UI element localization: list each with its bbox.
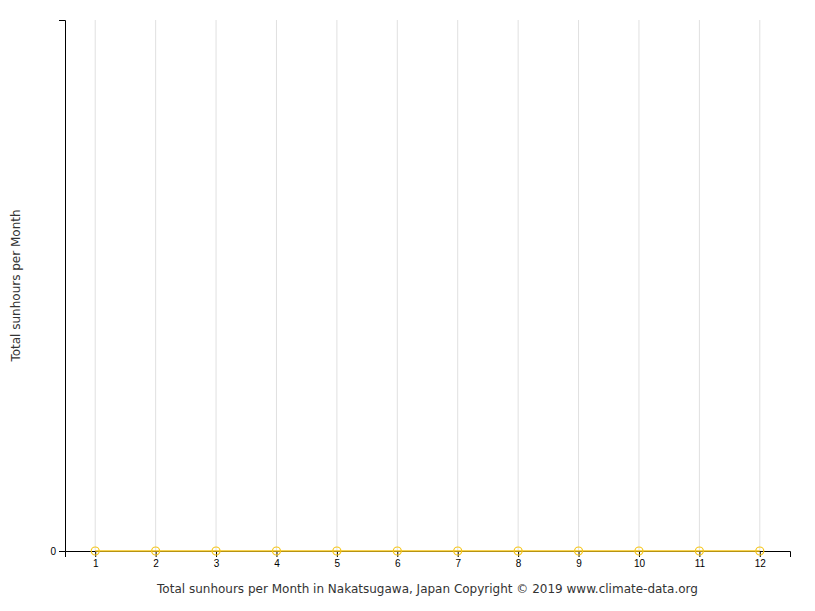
point — [635, 547, 643, 555]
tick-label: 8 — [516, 558, 522, 569]
grid-line — [518, 20, 519, 551]
y-axis-title: Total sunhours per Month — [9, 209, 23, 362]
point — [695, 547, 703, 555]
grid-line — [699, 20, 700, 551]
chart: 1234567891011120Total sunhours per Month… — [0, 0, 815, 611]
tick-mark — [760, 551, 761, 557]
tick-mark — [397, 551, 398, 557]
plot: 1234567891011120 — [50, 20, 790, 569]
x-axis: 123456789101112 — [66, 551, 791, 569]
tick-label: 5 — [335, 558, 341, 569]
grid-line — [457, 20, 458, 551]
tick-mark — [59, 551, 65, 552]
point — [454, 547, 462, 555]
tick-mark — [337, 551, 338, 557]
point — [756, 547, 764, 555]
grid-line — [95, 20, 96, 551]
tick-mark — [579, 551, 580, 557]
tick-label: 0 — [50, 546, 56, 557]
tick-label: 3 — [214, 558, 220, 569]
tick-label: 4 — [274, 558, 280, 569]
point — [514, 547, 522, 555]
series — [91, 547, 764, 555]
point — [393, 547, 401, 555]
grid — [95, 20, 760, 551]
tick-mark — [276, 551, 277, 557]
tick-mark — [518, 551, 519, 557]
tick-mark — [639, 551, 640, 557]
tick-mark — [156, 551, 157, 557]
point — [152, 547, 160, 555]
grid-line — [759, 20, 760, 551]
tick-mark — [95, 551, 96, 557]
axis-line — [66, 552, 791, 558]
y-tick: 0 — [50, 546, 65, 557]
tick-label: 1 — [93, 558, 99, 569]
grid-line — [336, 20, 337, 551]
tick-mark — [216, 551, 217, 557]
axis-line — [59, 21, 66, 552]
point — [575, 547, 583, 555]
tick-label: 9 — [576, 558, 582, 569]
point — [91, 547, 99, 555]
x-axis-title: Total sunhours per Month in Nakatsugawa,… — [156, 582, 698, 596]
point — [212, 547, 220, 555]
line — [95, 550, 760, 552]
grid-line — [155, 20, 156, 551]
tick-label: 2 — [153, 558, 159, 569]
point — [272, 547, 280, 555]
grid-line — [216, 20, 217, 551]
tick-label: 12 — [755, 558, 767, 569]
point — [333, 547, 341, 555]
grid-line — [397, 20, 398, 551]
tick-mark — [458, 551, 459, 557]
tick-label: 6 — [395, 558, 401, 569]
y-axis: 0 — [50, 21, 65, 557]
tick-label: 11 — [695, 558, 706, 569]
grid-line — [276, 20, 277, 551]
grid-line — [638, 20, 639, 551]
tick-label: 7 — [455, 558, 461, 569]
tick-label: 10 — [634, 558, 646, 569]
tick-mark — [699, 551, 700, 557]
grid-line — [578, 20, 579, 551]
